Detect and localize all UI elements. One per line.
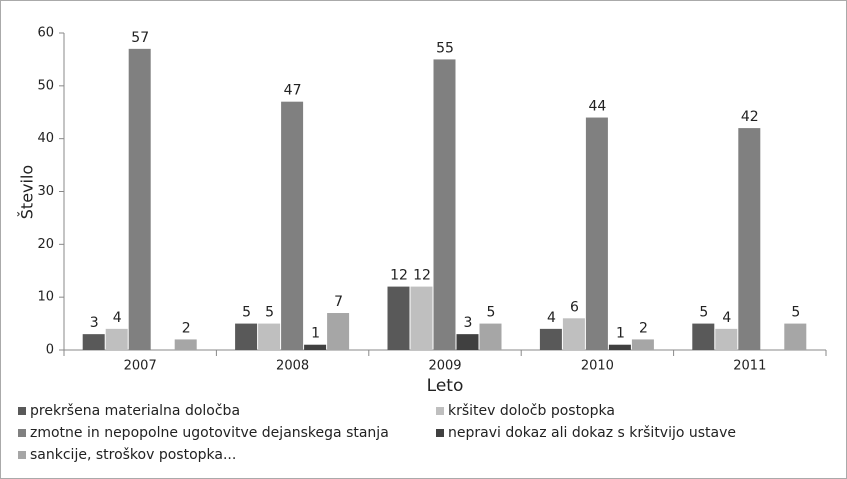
data-label: 6 (570, 299, 579, 315)
legend-label: zmotne in nepopolne ugotovitve dejanskeg… (30, 425, 389, 441)
bar (608, 344, 631, 350)
bar (692, 323, 715, 350)
y-tick-label: 20 (37, 237, 54, 252)
data-label: 5 (242, 305, 251, 321)
legend-swatch (436, 429, 444, 437)
data-label: 44 (588, 99, 606, 115)
y-tick-label: 40 (37, 131, 54, 146)
legend-swatch (18, 451, 26, 459)
legend-swatch (436, 407, 444, 415)
bar (562, 318, 585, 350)
data-label: 47 (284, 83, 302, 99)
bar (479, 323, 502, 350)
x-tick-label: 2009 (428, 359, 461, 374)
x-axis-label: Leto (427, 376, 464, 396)
data-label: 42 (741, 109, 759, 125)
bar (539, 328, 562, 350)
data-label: 57 (131, 30, 149, 46)
bar (174, 339, 197, 350)
bar (128, 48, 151, 350)
y-tick-label: 0 (46, 343, 54, 358)
data-label: 7 (334, 294, 343, 310)
x-tick-label: 2011 (733, 359, 766, 374)
bar (258, 323, 281, 350)
data-label: 5 (791, 305, 800, 321)
legend-swatch (18, 407, 26, 415)
data-label: 55 (436, 40, 454, 56)
x-tick-label: 2007 (124, 359, 157, 374)
data-label: 4 (547, 310, 556, 326)
bar (235, 323, 258, 350)
legend-label: nepravi dokaz ali dokaz s kršitvijo usta… (448, 425, 736, 441)
bar (82, 334, 105, 350)
data-label: 3 (90, 315, 99, 331)
bar (410, 286, 433, 350)
data-label: 1 (616, 326, 625, 342)
bar (304, 344, 327, 350)
data-label: 5 (699, 305, 708, 321)
bar (105, 328, 128, 350)
bar (715, 328, 738, 350)
data-label: 5 (265, 305, 274, 321)
data-label: 2 (182, 320, 191, 336)
x-tick-label: 2008 (276, 359, 309, 374)
data-label: 12 (413, 268, 431, 284)
bar (585, 117, 608, 351)
legend-label: prekršena materialna določba (30, 403, 240, 419)
legend-label: sankcije, stroškov postopka... (30, 447, 236, 463)
bar (738, 128, 761, 350)
data-label: 12 (390, 268, 408, 284)
bar (281, 101, 304, 350)
data-label: 2 (639, 320, 648, 336)
bar (387, 286, 410, 350)
y-tick-label: 10 (37, 290, 54, 305)
bar (456, 334, 479, 350)
y-tick-label: 30 (37, 184, 54, 199)
y-tick-label: 50 (37, 78, 54, 93)
data-label: 4 (722, 310, 731, 326)
bar (784, 323, 807, 350)
bar (631, 339, 654, 350)
data-label: 3 (464, 315, 473, 331)
legend-swatch (18, 429, 26, 437)
x-tick-label: 2010 (581, 359, 614, 374)
legend-label: kršitev določb postopka (448, 403, 615, 419)
bar (433, 59, 456, 351)
bar (327, 313, 350, 350)
data-label: 5 (487, 305, 496, 321)
data-label: 1 (311, 326, 320, 342)
y-tick-label: 60 (37, 26, 54, 41)
data-label: 4 (113, 310, 122, 326)
y-axis-label: Število (18, 165, 37, 219)
